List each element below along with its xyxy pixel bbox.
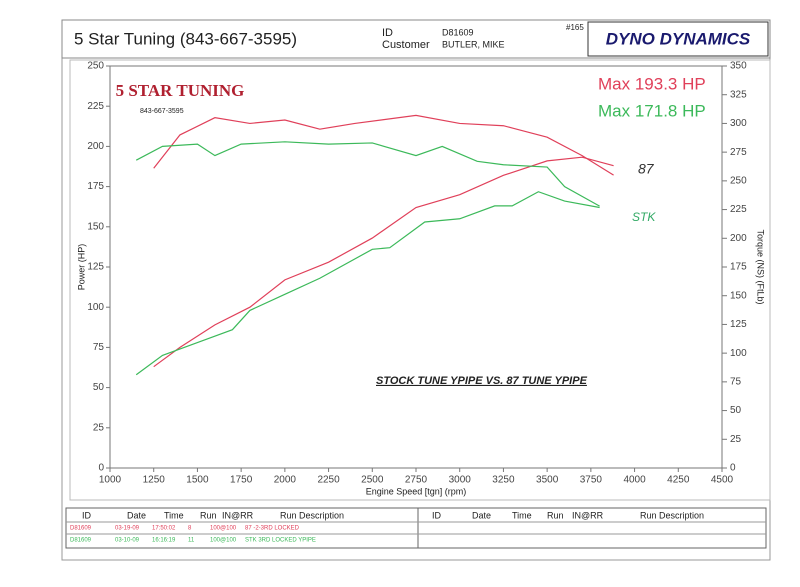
y2-tick-label: 0: [730, 463, 736, 474]
x-tick-label: 2250: [317, 475, 340, 486]
logo-phone: 843-667-3595: [140, 108, 184, 115]
series-line: [135, 191, 600, 376]
y2-tick-label: 150: [730, 290, 747, 301]
x-tick-label: 3000: [449, 475, 472, 486]
table-cell: 03-10-09: [115, 538, 140, 544]
table-header: ID: [432, 510, 442, 520]
table-header: Time: [512, 510, 532, 520]
y2-tick-label: 25: [730, 434, 742, 445]
y-axis-label: Power (HP): [76, 244, 86, 291]
annotation: 87: [638, 161, 655, 177]
series-line: [153, 114, 614, 176]
y2-tick-label: 175: [730, 262, 747, 273]
table-header: Run: [547, 510, 564, 520]
table-header: Run Description: [280, 510, 344, 520]
y2-axis-label: Torque (NS) (FtLb): [756, 229, 766, 304]
table-cell: 16:16:19: [152, 538, 176, 544]
y-tick-label: 50: [93, 382, 105, 393]
x-axis-label: Engine Speed [tgn] (rpm): [366, 486, 467, 496]
y2-tick-label: 75: [730, 376, 742, 387]
series-line: [135, 141, 600, 207]
table-header: Run Description: [640, 510, 704, 520]
x-tick-label: 4500: [711, 475, 734, 486]
table-cell: 100@100: [210, 538, 237, 544]
table-cell: 8: [188, 526, 192, 532]
table-header: Run: [200, 510, 217, 520]
brand-box: [587, 21, 769, 57]
table-cell: STK 3RD LOCKED YPIPE: [245, 538, 316, 544]
logo-name: 5 STAR TUNING: [116, 81, 245, 100]
x-tick-label: 1750: [230, 475, 253, 486]
table-frame: [65, 507, 767, 549]
y-tick-label: 100: [87, 302, 104, 313]
x-tick-label: 4250: [667, 475, 690, 486]
x-tick-label: 2500: [361, 475, 384, 486]
series-line: [153, 156, 614, 368]
annotation: Max 193.3 HP: [598, 74, 706, 93]
customer-label: Customer: [382, 39, 430, 51]
x-tick-label: 4000: [623, 475, 646, 486]
table-cell: 03-19-09: [115, 526, 140, 532]
annotation: STK: [632, 210, 656, 224]
id-value: D81609: [442, 27, 474, 37]
id-label: ID: [382, 27, 393, 39]
x-tick-label: 1500: [186, 475, 209, 486]
chart-frame: [69, 59, 771, 501]
y-tick-label: 0: [98, 463, 104, 474]
y2-tick-label: 100: [730, 348, 747, 359]
table-cell: 87 -2-3RD LOCKED: [245, 526, 300, 532]
y-tick-label: 225: [87, 101, 104, 112]
x-tick-label: 2000: [274, 475, 297, 486]
x-tick-label: 2750: [405, 475, 428, 486]
y2-tick-label: 225: [730, 204, 747, 215]
y2-tick-label: 125: [730, 319, 747, 330]
run-table: ID Date Time Run IN@RR Run Description ID Date T…: [65, 507, 767, 549]
table-header: Date: [472, 510, 491, 520]
y-tick-label: 200: [87, 141, 104, 152]
y-tick-label: 25: [93, 422, 105, 433]
y2-tick-label: 50: [730, 405, 742, 416]
y-tick-label: 125: [87, 262, 104, 273]
customer-value: BUTLER, MIKE: [442, 39, 505, 49]
header-title: 5 Star Tuning (843-667-3595): [74, 29, 297, 48]
table-header: IN@RR: [572, 510, 604, 520]
x-tick-label: 3750: [580, 475, 603, 486]
y2-tick-label: 300: [730, 118, 747, 129]
y2-tick-label: 325: [730, 89, 747, 100]
y-tick-label: 250: [87, 61, 104, 72]
x-tick-label: 3250: [492, 475, 515, 486]
table-cell: 100@100: [210, 526, 237, 532]
x-tick-label: 3500: [536, 475, 559, 486]
table-header: Date: [127, 510, 146, 520]
x-tick-label: 1250: [143, 475, 166, 486]
table-header: Time: [164, 510, 184, 520]
x-tick-label: 1000: [99, 475, 122, 486]
annotation: Max 171.8 HP: [598, 101, 706, 120]
table-header: IN@RR: [222, 510, 254, 520]
table-cell: 17:50:02: [152, 526, 176, 532]
table-header: ID: [82, 510, 92, 520]
table-cell: 11: [188, 538, 195, 544]
table-cell: D81609: [70, 526, 92, 532]
y-tick-label: 175: [87, 181, 104, 192]
annotation: STOCK TUNE YPIPE VS. 87 TUNE YPIPE: [376, 375, 588, 387]
y2-tick-label: 200: [730, 233, 747, 244]
header-number: #165: [566, 23, 584, 32]
table-cell: D81609: [70, 538, 92, 544]
y2-tick-label: 350: [730, 61, 747, 72]
y2-tick-label: 275: [730, 147, 747, 158]
y-tick-label: 150: [87, 221, 104, 232]
brand: DYNO DYNAMICS: [606, 29, 751, 48]
y2-tick-label: 250: [730, 175, 747, 186]
y-tick-label: 75: [93, 342, 105, 353]
